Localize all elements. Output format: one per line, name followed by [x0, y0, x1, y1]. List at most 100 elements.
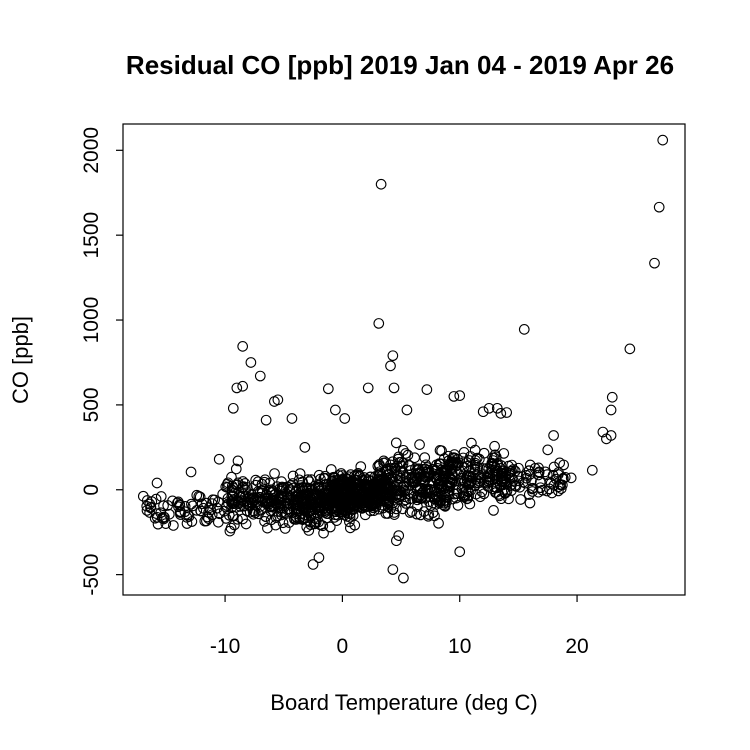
data-point: [375, 178, 387, 190]
data-point: [463, 471, 475, 483]
data-point: [229, 519, 240, 531]
data-point: [489, 440, 500, 452]
data-point: [277, 517, 289, 529]
data-point: [267, 485, 278, 497]
data-point: [477, 406, 489, 418]
data-point: [565, 472, 577, 484]
data-point: [269, 468, 280, 479]
data-point: [439, 495, 451, 507]
data-point: [261, 498, 272, 510]
data-point: [400, 471, 412, 482]
data-point: [194, 491, 206, 503]
y-axis-label: CO [ppb]: [8, 316, 33, 404]
data-point: [183, 511, 195, 522]
data-point: [335, 468, 347, 479]
data-point: [443, 459, 455, 470]
data-point: [498, 479, 509, 491]
data-point: [322, 383, 334, 395]
data-point: [552, 469, 564, 480]
data-point: [330, 404, 341, 416]
data-point: [231, 382, 243, 394]
data-point: [144, 507, 155, 518]
data-point: [340, 485, 352, 497]
data-point: [394, 472, 406, 484]
data-point: [298, 502, 309, 514]
data-point: [185, 466, 197, 478]
data-point: [501, 407, 513, 418]
data-point: [226, 490, 238, 502]
chart-title: Residual CO [ppb] 2019 Jan 04 - 2019 Apr…: [126, 50, 674, 80]
data-point: [295, 491, 307, 502]
data-point: [305, 485, 317, 496]
data-point: [380, 508, 392, 519]
y-tick-label: 0: [80, 484, 103, 496]
data-point: [307, 559, 319, 570]
data-point: [264, 485, 276, 497]
y-tick-label: 1000: [80, 297, 103, 344]
data-point: [534, 476, 546, 488]
data-point: [262, 522, 273, 534]
data-point: [474, 453, 485, 465]
y-tick-label: 2000: [80, 127, 103, 174]
data-point: [539, 466, 551, 478]
data-point: [388, 382, 400, 394]
data-point: [172, 496, 184, 508]
data-point: [269, 500, 280, 512]
data-point: [287, 470, 299, 482]
data-point: [391, 535, 402, 547]
data-point: [624, 343, 636, 355]
data-point: [490, 451, 502, 463]
data-point: [168, 520, 179, 531]
data-point: [299, 441, 311, 453]
data-point: [232, 477, 244, 489]
data-point: [505, 480, 517, 491]
data-point: [442, 482, 454, 494]
x-tick-label: 20: [565, 635, 588, 658]
data-point: [137, 490, 149, 502]
data-point: [463, 490, 474, 502]
data-point: [503, 467, 515, 479]
data-point: [175, 506, 186, 517]
data-point: [209, 494, 220, 506]
data-point: [260, 511, 272, 522]
data-point: [418, 475, 429, 486]
x-tick-label: 0: [337, 635, 349, 658]
data-point: [264, 477, 276, 489]
data-point: [402, 449, 414, 461]
data-point: [605, 430, 617, 441]
data-point: [151, 477, 163, 489]
data-point: [398, 572, 409, 584]
data-point: [354, 471, 366, 483]
data-point: [232, 455, 244, 467]
data-point: [358, 500, 369, 512]
data-point: [527, 486, 538, 497]
data-point: [256, 478, 268, 490]
data-point: [362, 382, 374, 394]
data-point: [393, 530, 405, 541]
data-point: [555, 483, 567, 494]
data-point: [294, 512, 306, 523]
data-point: [392, 470, 404, 482]
data-point: [495, 408, 507, 419]
data-point: [221, 500, 233, 511]
data-point: [270, 512, 282, 523]
data-point: [550, 473, 562, 485]
plot-frame: [122, 123, 686, 596]
data-point: [373, 488, 384, 500]
data-point: [244, 506, 256, 518]
data-point: [306, 498, 318, 510]
data-point: [419, 452, 431, 463]
data-point: [515, 494, 526, 505]
data-point: [299, 494, 310, 505]
data-point: [277, 490, 288, 502]
data-point: [430, 486, 442, 497]
data-point: [411, 473, 423, 485]
data-point: [365, 499, 377, 510]
data-point: [152, 518, 164, 530]
data-point: [513, 462, 524, 474]
data-point: [220, 513, 232, 524]
data-point: [302, 474, 314, 486]
data-point: [328, 478, 339, 490]
data-point: [313, 552, 325, 564]
